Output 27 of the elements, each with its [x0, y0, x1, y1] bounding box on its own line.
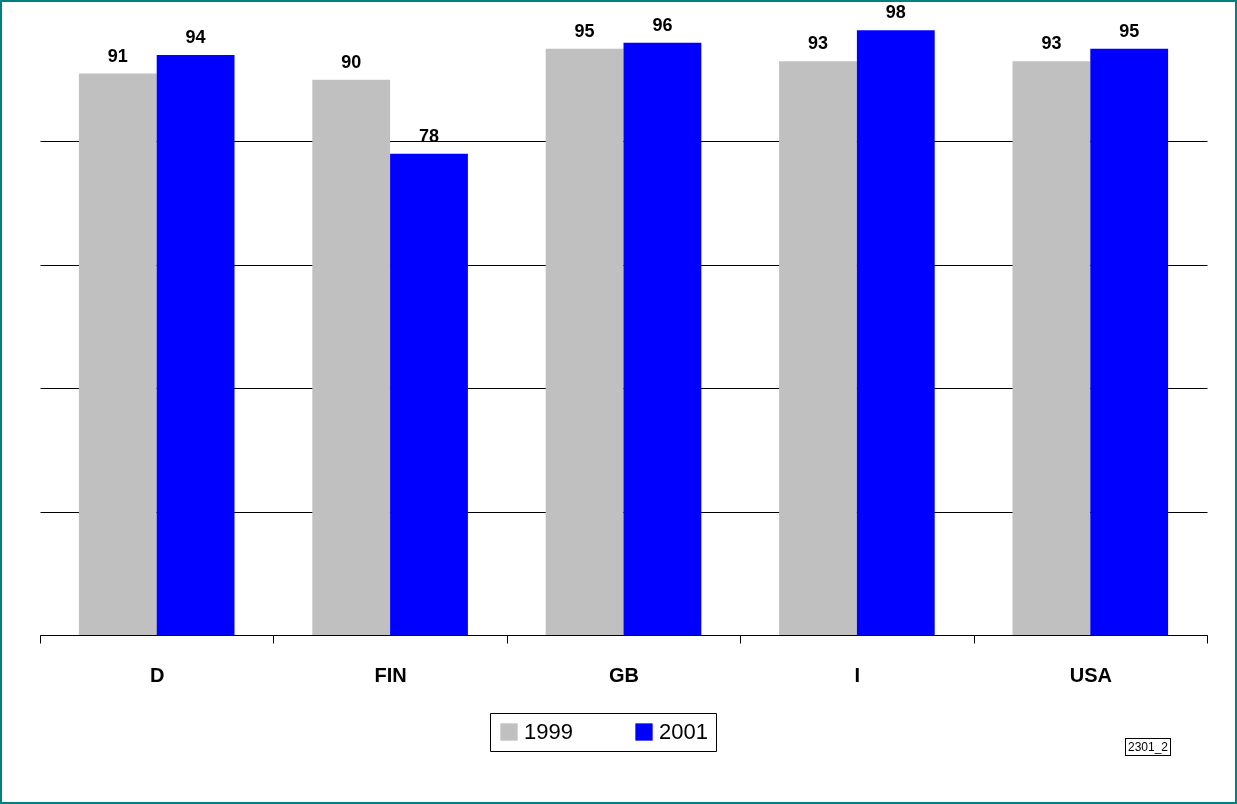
bar — [312, 79, 391, 635]
data-label: 96 — [652, 14, 673, 35]
bar — [78, 73, 157, 635]
data-label: 93 — [807, 33, 829, 54]
data-label: 95 — [1119, 20, 1140, 41]
bar — [156, 55, 235, 635]
legend-label: 2001 — [659, 719, 708, 744]
bar — [1090, 48, 1169, 635]
data-label: 93 — [1041, 33, 1062, 54]
bar — [779, 61, 857, 635]
legend-label: 1999 — [524, 719, 573, 744]
bar — [856, 30, 935, 635]
data-label: 90 — [341, 51, 362, 72]
x-tick-label: D — [149, 663, 165, 686]
bar — [1012, 61, 1091, 635]
data-label: 94 — [185, 27, 206, 48]
bar — [390, 153, 468, 635]
bar — [623, 42, 702, 635]
x-tick-label: GB — [609, 663, 639, 686]
x-tick-label: USA — [1069, 663, 1112, 686]
x-tick-label: I — [854, 663, 861, 686]
text: 2301_2 — [1125, 738, 1172, 756]
data-label: 91 — [107, 45, 128, 66]
data-label: 95 — [574, 20, 595, 41]
x-tick-label: FIN — [374, 663, 407, 686]
data-label: 98 — [885, 2, 906, 23]
bar — [545, 48, 624, 635]
